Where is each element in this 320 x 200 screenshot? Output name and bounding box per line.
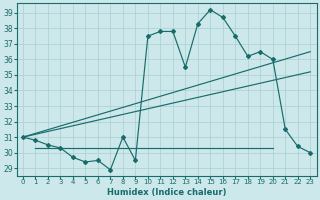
X-axis label: Humidex (Indice chaleur): Humidex (Indice chaleur) [107,188,226,197]
